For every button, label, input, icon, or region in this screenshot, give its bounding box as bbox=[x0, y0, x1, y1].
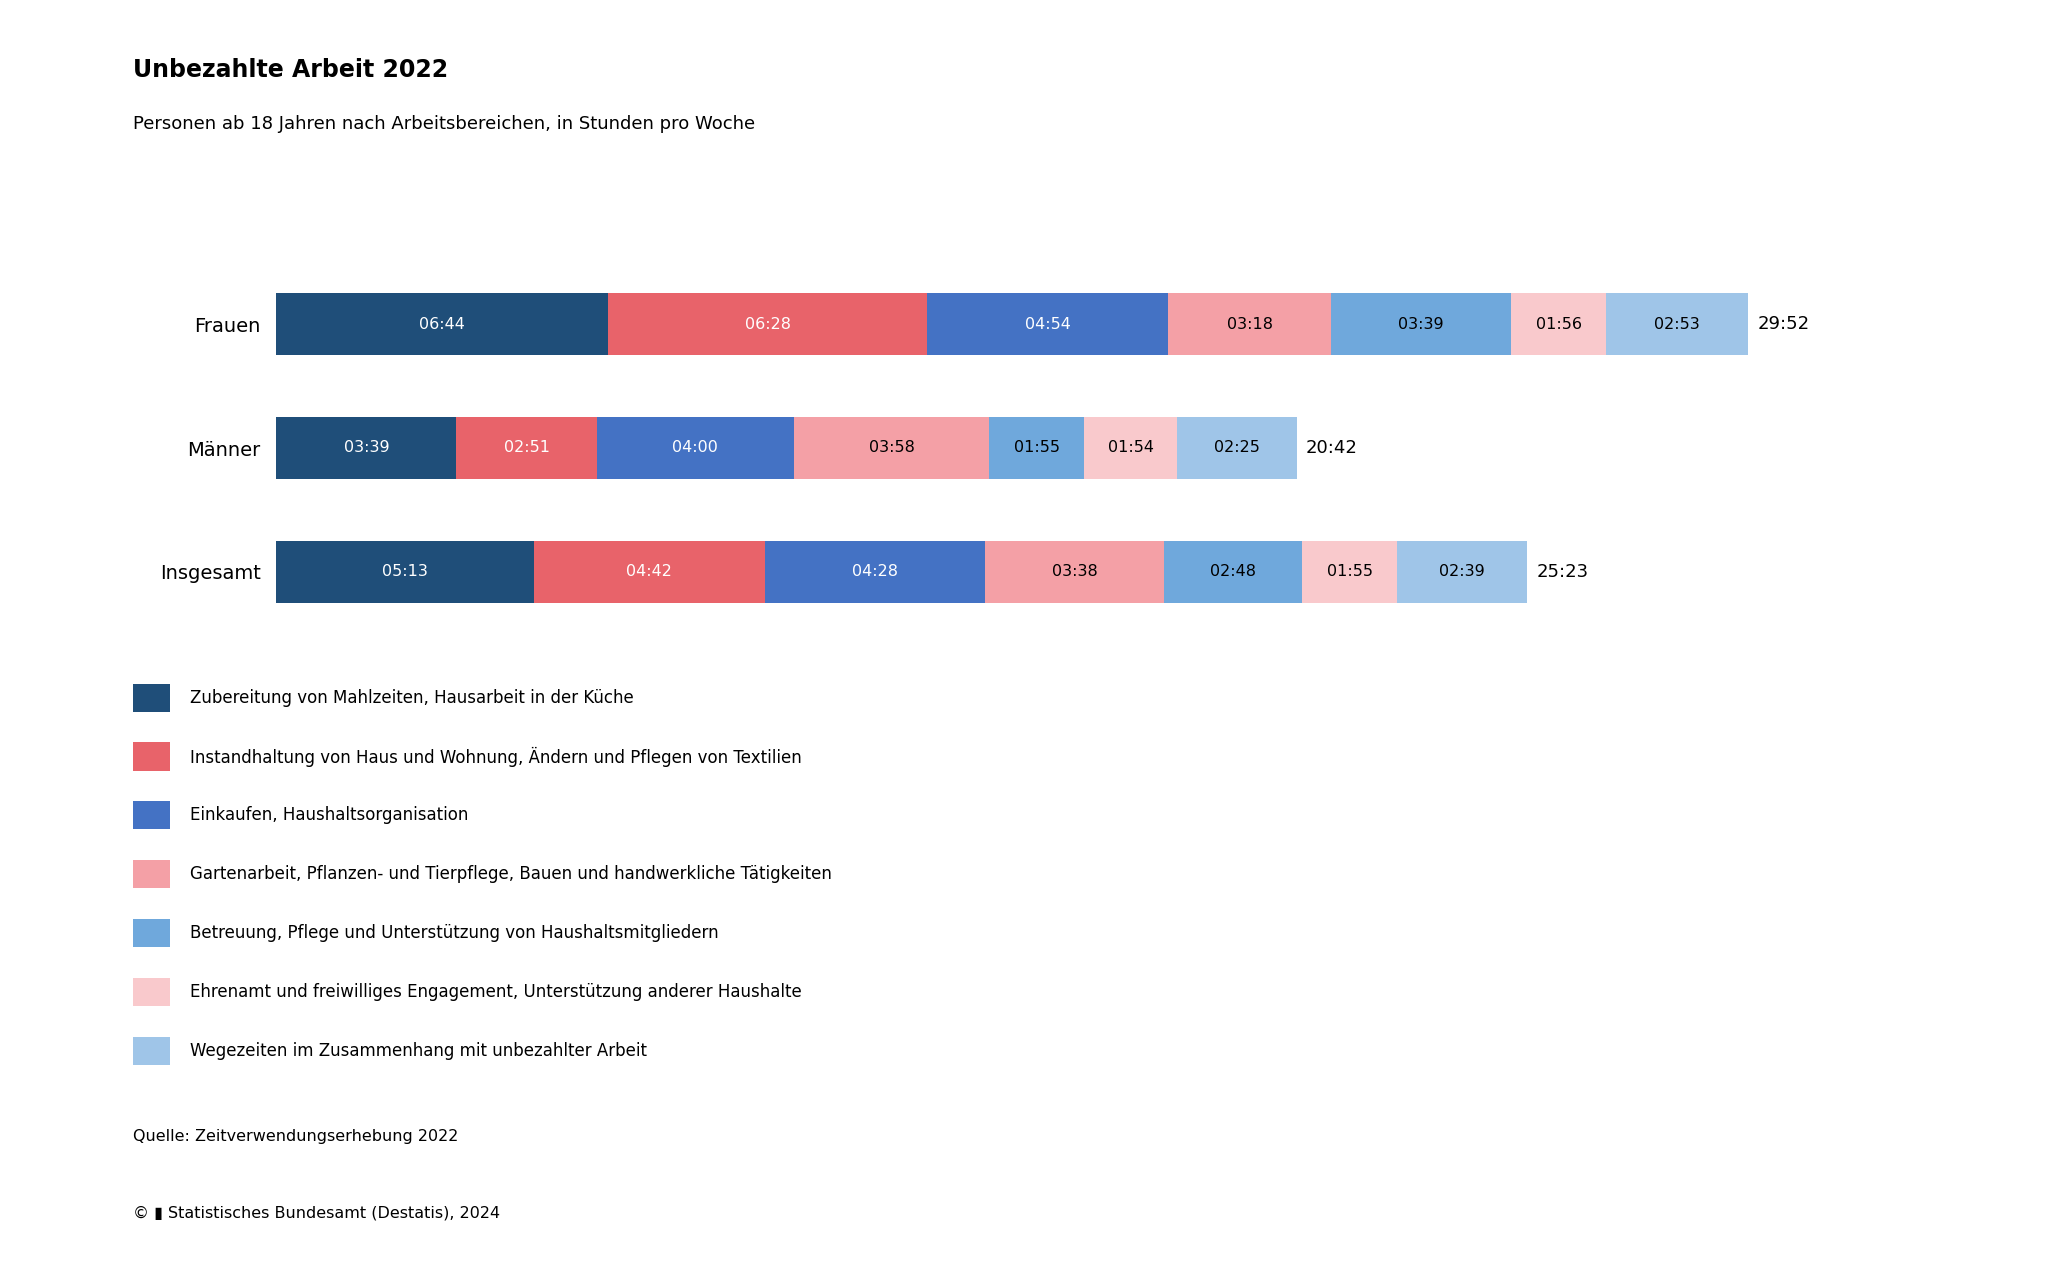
Bar bbox=[276, 293, 608, 355]
Bar bbox=[535, 541, 766, 603]
Bar bbox=[276, 541, 535, 603]
Text: 20:42: 20:42 bbox=[1305, 439, 1358, 457]
Bar bbox=[276, 417, 457, 479]
Text: 02:39: 02:39 bbox=[1440, 564, 1485, 580]
Text: © ▮ Statistisches Bundesamt (Destatis), 2024: © ▮ Statistisches Bundesamt (Destatis), … bbox=[133, 1206, 500, 1221]
Text: Betreuung, Pflege und Unterstützung von Haushaltsmitgliedern: Betreuung, Pflege und Unterstützung von … bbox=[190, 924, 719, 942]
Bar bbox=[1178, 417, 1296, 479]
Text: 02:48: 02:48 bbox=[1210, 564, 1255, 580]
Bar bbox=[989, 417, 1083, 479]
Text: 29:52: 29:52 bbox=[1757, 315, 1808, 333]
Text: Quelle: Zeitverwendungserhebung 2022: Quelle: Zeitverwendungserhebung 2022 bbox=[133, 1129, 459, 1144]
Bar bbox=[1397, 541, 1528, 603]
Bar bbox=[457, 417, 596, 479]
Bar bbox=[795, 417, 989, 479]
Bar bbox=[985, 541, 1165, 603]
Text: 04:54: 04:54 bbox=[1024, 316, 1071, 332]
Text: 06:44: 06:44 bbox=[420, 316, 465, 332]
Text: Einkaufen, Haushaltsorganisation: Einkaufen, Haushaltsorganisation bbox=[190, 806, 469, 824]
Text: Wegezeiten im Zusammenhang mit unbezahlter Arbeit: Wegezeiten im Zusammenhang mit unbezahlt… bbox=[190, 1042, 647, 1060]
Bar bbox=[596, 417, 795, 479]
Text: Personen ab 18 Jahren nach Arbeitsbereichen, in Stunden pro Woche: Personen ab 18 Jahren nach Arbeitsbereic… bbox=[133, 115, 756, 133]
Text: 04:00: 04:00 bbox=[672, 440, 719, 456]
Text: 01:54: 01:54 bbox=[1108, 440, 1153, 456]
Text: Ehrenamt und freiwilliges Engagement, Unterstützung anderer Haushalte: Ehrenamt und freiwilliges Engagement, Un… bbox=[190, 983, 803, 1001]
Text: 01:55: 01:55 bbox=[1327, 564, 1372, 580]
Text: 02:25: 02:25 bbox=[1214, 440, 1260, 456]
Text: Gartenarbeit, Pflanzen- und Tierpflege, Bauen und handwerkliche Tätigkeiten: Gartenarbeit, Pflanzen- und Tierpflege, … bbox=[190, 865, 831, 883]
Bar bbox=[1169, 293, 1331, 355]
Text: 02:51: 02:51 bbox=[504, 440, 549, 456]
Text: 03:39: 03:39 bbox=[344, 440, 389, 456]
Text: 01:55: 01:55 bbox=[1014, 440, 1059, 456]
Bar bbox=[1165, 541, 1303, 603]
Text: 01:56: 01:56 bbox=[1536, 316, 1581, 332]
Bar bbox=[928, 293, 1169, 355]
Text: 03:18: 03:18 bbox=[1227, 316, 1272, 332]
Text: Zubereitung von Mahlzeiten, Hausarbeit in der Küche: Zubereitung von Mahlzeiten, Hausarbeit i… bbox=[190, 689, 635, 707]
Text: Unbezahlte Arbeit 2022: Unbezahlte Arbeit 2022 bbox=[133, 58, 449, 82]
Bar bbox=[1606, 293, 1749, 355]
Text: 03:39: 03:39 bbox=[1399, 316, 1444, 332]
Bar bbox=[766, 541, 985, 603]
Bar bbox=[1331, 293, 1511, 355]
Text: Instandhaltung von Haus und Wohnung, Ändern und Pflegen von Textilien: Instandhaltung von Haus und Wohnung, Änd… bbox=[190, 746, 803, 767]
Text: 04:28: 04:28 bbox=[852, 564, 899, 580]
Bar bbox=[1511, 293, 1606, 355]
Bar bbox=[1083, 417, 1178, 479]
Text: 03:38: 03:38 bbox=[1053, 564, 1098, 580]
Bar bbox=[1303, 541, 1397, 603]
Text: 05:13: 05:13 bbox=[383, 564, 428, 580]
Bar bbox=[608, 293, 928, 355]
Text: 03:58: 03:58 bbox=[868, 440, 915, 456]
Text: 04:42: 04:42 bbox=[627, 564, 672, 580]
Text: 06:28: 06:28 bbox=[745, 316, 791, 332]
Text: 25:23: 25:23 bbox=[1536, 563, 1589, 581]
Text: 02:53: 02:53 bbox=[1655, 316, 1700, 332]
